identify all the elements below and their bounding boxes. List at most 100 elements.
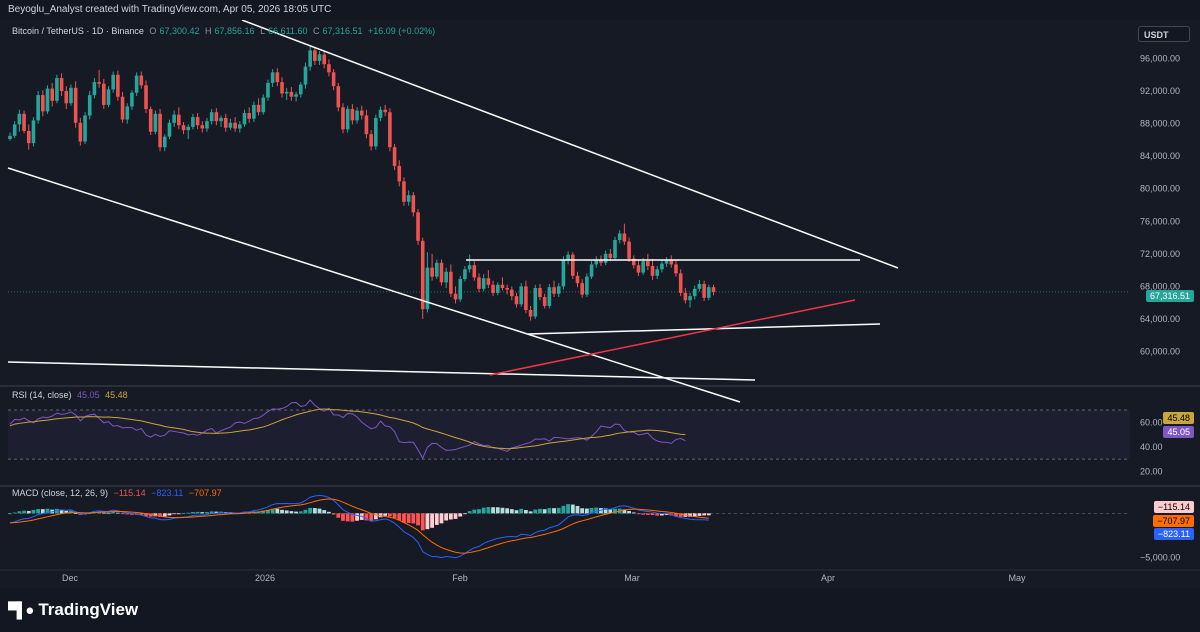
macd-histogram-bar <box>575 505 580 514</box>
macd-histogram-bar <box>186 512 191 514</box>
macd-histogram-bar <box>298 511 303 514</box>
macd-histogram-bar <box>383 513 388 516</box>
high-value: 67,856.16 <box>214 26 255 36</box>
chart-svg[interactable]: 96,000.00 92,000.00 88,000.00 84,000.00 80,0… <box>0 19 1200 588</box>
macd-histogram-bar <box>542 509 547 514</box>
macd-histogram-bar <box>645 513 650 515</box>
candle-body <box>439 262 444 283</box>
candle-body <box>617 233 622 240</box>
candle-body <box>120 96 125 120</box>
macd-histogram-bar <box>378 513 383 518</box>
macd-legend: MACD (close, 12, 26, 9) −115.14 −823.11 … <box>12 488 225 498</box>
high-label: H <box>205 26 212 36</box>
macd-histogram-bar <box>664 513 669 515</box>
macd-histogram-bar <box>538 508 542 514</box>
candle-body <box>603 253 608 263</box>
macd-histogram-bar <box>434 513 439 525</box>
macd-histogram-bar <box>514 510 519 514</box>
change-value: +16.09 (+0.02%) <box>368 26 436 36</box>
candle-body <box>458 279 463 300</box>
price-tick-label: 84,000.00 <box>1140 151 1180 161</box>
macd-histogram-bar <box>294 511 298 514</box>
macd-histogram-bar <box>453 513 458 519</box>
macd-histogram-bar <box>284 510 289 514</box>
candle-body <box>50 88 55 101</box>
candle-body <box>411 195 416 213</box>
macd-histogram-bar <box>280 509 284 514</box>
candle-body <box>158 113 162 148</box>
macd-histogram-bar <box>87 513 92 515</box>
tradingview-brand-name: TradingView <box>38 600 139 619</box>
candle-body <box>467 265 472 270</box>
macd-histogram-bar <box>139 513 144 516</box>
footer-bar <box>0 588 1200 632</box>
macd-histogram-bar <box>561 505 566 514</box>
macd-histogram-bar <box>45 508 50 514</box>
macd-histogram-bar <box>467 511 472 514</box>
candle-body <box>397 165 402 182</box>
macd-histogram-bar <box>115 512 120 514</box>
macd-histogram-bar <box>59 509 64 514</box>
macd-histogram-bar <box>533 509 538 514</box>
candle-body <box>364 115 369 135</box>
macd-histogram-bar <box>31 509 36 514</box>
rsi-line <box>9 399 686 460</box>
macd-line <box>9 494 709 559</box>
candle-body <box>36 95 40 121</box>
macd-histogram-bar <box>275 508 280 514</box>
candle-body <box>495 284 500 293</box>
macd-histogram-bar <box>594 507 599 514</box>
macd-histogram-bar <box>519 508 524 514</box>
macd-line-value: −823.11 <box>151 488 184 498</box>
candle-body <box>683 292 688 301</box>
rsi-tick-label: 20.00 <box>1140 466 1163 476</box>
time-tick-label: 2026 <box>255 573 275 583</box>
macd-histogram-bar <box>266 509 270 514</box>
macd-histogram-bar <box>627 510 631 514</box>
macd-histogram-bar <box>308 507 313 514</box>
rsi-ma-tag: 45.48 <box>1163 412 1194 424</box>
candle-body <box>378 109 383 118</box>
currency-button[interactable]: USDT <box>1138 26 1190 42</box>
macd-histogram-bar <box>650 513 655 516</box>
candle-body <box>195 117 200 126</box>
candle-body <box>711 287 716 293</box>
macd-histogram-bar <box>345 513 350 522</box>
candle-body <box>87 95 92 116</box>
candle-body <box>486 278 491 285</box>
candle-body <box>524 286 528 310</box>
candle-body <box>242 113 247 125</box>
macd-histogram-bar <box>331 513 336 515</box>
macd-signal-line <box>9 498 709 554</box>
macd-histogram-bar <box>674 513 678 517</box>
macd-histogram-bar <box>697 513 702 516</box>
candle-body <box>350 108 355 121</box>
candle-body <box>669 259 674 265</box>
macd-histogram-bar <box>528 511 533 514</box>
macd-histogram-bar <box>678 513 683 517</box>
macd-histogram-bar <box>584 508 589 514</box>
tradingview-logo[interactable]: ▀▌● TradingView <box>8 600 138 620</box>
candle-body <box>392 147 397 166</box>
price-tick-label: 96,000.00 <box>1140 53 1180 63</box>
candle-body <box>106 89 111 105</box>
candle-body <box>416 212 420 241</box>
macd-histogram-bar <box>486 507 491 514</box>
price-tick-label: 92,000.00 <box>1140 86 1180 96</box>
candle-body <box>214 112 219 122</box>
candle-body <box>331 72 336 87</box>
price-tick-label: 68,000.00 <box>1140 281 1180 291</box>
candle-body <box>707 287 711 298</box>
low-value: 66,611.60 <box>268 26 308 36</box>
macd-histogram-bar <box>205 512 209 514</box>
candle-body <box>575 275 580 284</box>
macd-histogram-bar <box>692 513 697 517</box>
candle-body <box>556 286 561 294</box>
macd-histogram-bar <box>36 509 41 514</box>
candle-body <box>22 113 26 131</box>
macd-histogram-bar <box>242 512 247 514</box>
macd-histogram-bar <box>509 509 514 514</box>
macd-histogram-bar <box>425 513 430 530</box>
candle-body <box>571 254 575 276</box>
chart-area[interactable]: 96,000.00 92,000.00 88,000.00 84,000.00 80,0… <box>0 19 1200 588</box>
